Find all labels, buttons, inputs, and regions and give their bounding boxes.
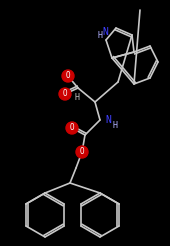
- Text: N: N: [105, 115, 111, 125]
- Circle shape: [59, 88, 71, 100]
- Text: O: O: [70, 123, 74, 133]
- Text: H: H: [74, 93, 80, 103]
- Circle shape: [66, 122, 78, 134]
- Circle shape: [62, 70, 74, 82]
- Text: H: H: [98, 31, 103, 41]
- Text: O: O: [66, 72, 70, 80]
- Text: H: H: [113, 122, 117, 130]
- Text: O: O: [63, 90, 67, 98]
- Circle shape: [76, 146, 88, 158]
- Text: N: N: [102, 27, 108, 37]
- Text: O: O: [80, 148, 84, 156]
